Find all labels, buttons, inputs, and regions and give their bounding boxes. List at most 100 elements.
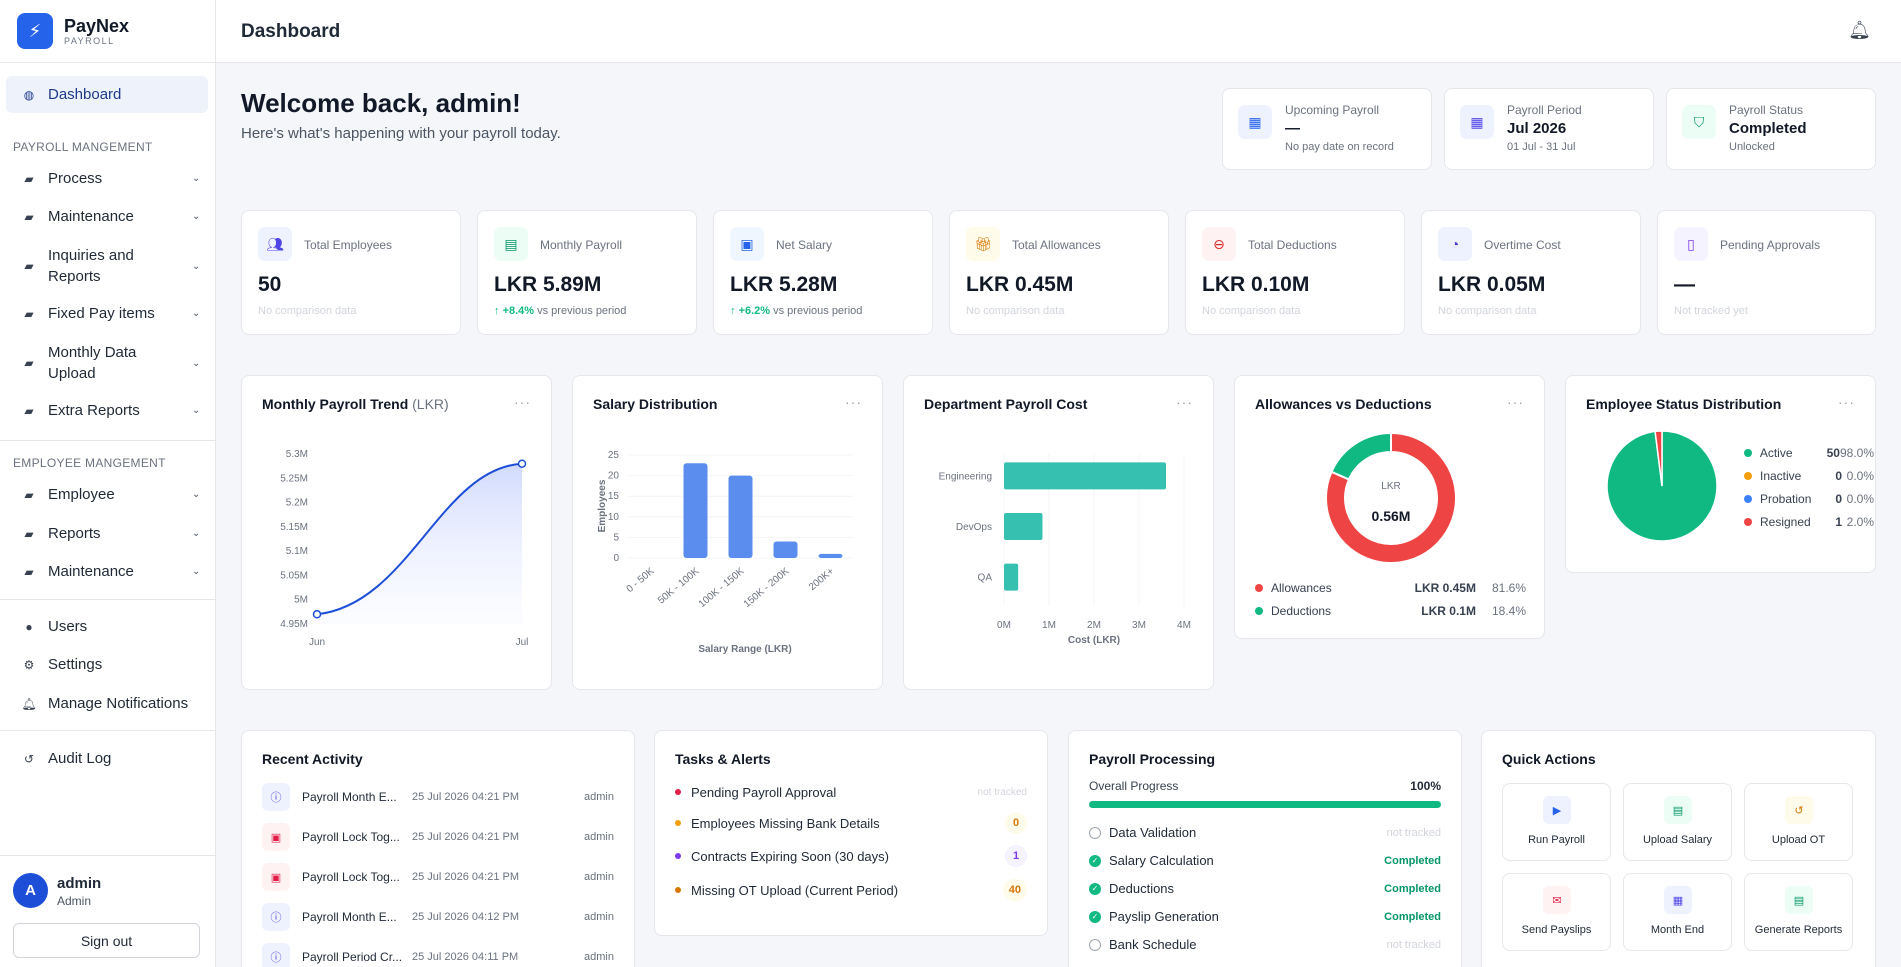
quick-action-label: Send Payslips — [1521, 924, 1592, 936]
folder-icon: ▰ — [24, 306, 34, 321]
notification-bell-icon[interactable]: 🔔︎ — [1848, 20, 1871, 40]
legend-count: 0 — [1835, 469, 1842, 483]
sidebar-item-users[interactable]: ● Users — [22, 616, 202, 637]
y-tick-label: 5.3M — [286, 449, 308, 460]
kpi-total-deductions[interactable]: ⊖ Total Deductions LKR 0.10M No comparis… — [1185, 210, 1405, 335]
kpi-total-allowances[interactable]: 🎁︎ Total Allowances LKR 0.45M No compari… — [949, 210, 1169, 335]
x-axis-label: Salary Range (LKR) — [698, 644, 791, 655]
card-value: — — [1285, 120, 1300, 137]
y-tick-label: 5.1M — [286, 546, 308, 557]
x-tick-label: 150K - 200K — [742, 566, 792, 610]
chart-title-text: Monthly Payroll Trend — [262, 396, 409, 412]
legend-value: LKR 0.1M — [1421, 604, 1476, 618]
sidebar-item-inquiries-reports[interactable]: ▰ Inquiries and Reports ⌄ — [22, 245, 202, 287]
section-title: Recent Activity — [262, 751, 363, 767]
kpi-total-employees[interactable]: 👥︎ Total Employees 50 No comparison data — [241, 210, 461, 335]
activity-row[interactable]: ⓘ Payroll Month E... 25 Jul 2026 04:21 PM a… — [262, 783, 614, 811]
bolt-icon: ⚡ — [17, 13, 53, 49]
kpi-sub: ↑ +6.2% vs previous period — [730, 305, 862, 317]
kpi-sub: No comparison data — [1202, 305, 1301, 317]
sidebar-item-notifications[interactable]: 🔔︎ Manage Notifications — [21, 693, 202, 714]
quick-action-month-end[interactable]: ▦ Month End — [1623, 873, 1732, 951]
sidebar-item-label: Settings — [48, 656, 103, 673]
sidebar-item-employee[interactable]: ▰ Employee ⌄ — [22, 484, 202, 505]
donut-chart: LKR 0.56M — [1325, 431, 1457, 564]
center-label: LKR — [1381, 481, 1400, 492]
quick-action-send-payslips[interactable]: ✉ Send Payslips — [1502, 873, 1611, 951]
users-icon: 👥︎ — [258, 227, 292, 261]
sidebar-item-audit-log[interactable]: ↺ Audit Log — [22, 748, 202, 769]
sidebar-item-maintenance[interactable]: ▰ Maintenance ⌄ — [22, 206, 202, 227]
y-tick-label: DevOps — [956, 522, 992, 533]
chevron-down-icon: ⌄ — [192, 405, 201, 416]
user-role: Admin — [57, 894, 92, 908]
activity-row[interactable]: ▣ Payroll Lock Tog... 25 Jul 2026 04:21 PM… — [262, 863, 614, 891]
task-dot — [675, 853, 681, 859]
kpi-overtime-cost[interactable]: ◔ Overtime Cost LKR 0.05M No comparison … — [1421, 210, 1641, 335]
sidebar-item-reports[interactable]: ▰ Reports ⌄ — [22, 523, 202, 544]
activity-date: 25 Jul 2026 04:12 PM — [412, 911, 520, 923]
legend-count: 50 — [1826, 446, 1840, 460]
kpi-pending-approvals[interactable]: ▯ Pending Approvals — Not tracked yet — [1657, 210, 1876, 335]
activity-row[interactable]: ⓘ Payroll Month E... 25 Jul 2026 04:12 PM a… — [262, 903, 614, 931]
sidebar-item-label: Maintenance — [48, 563, 134, 580]
sidebar-item-dashboard[interactable]: ◍ Dashboard — [6, 76, 208, 113]
payroll-status-card[interactable]: ⛉ Payroll Status Completed Unlocked — [1666, 88, 1876, 170]
upcoming-payroll-card[interactable]: ▦ Upcoming Payroll — No pay date on reco… — [1222, 88, 1432, 170]
more-options-icon[interactable]: ··· — [1176, 394, 1193, 410]
sidebar-item-label: Process — [48, 170, 103, 187]
quick-action-run-payroll[interactable]: ▶ Run Payroll — [1502, 783, 1611, 861]
sidebar-item-label: Extra Reports — [48, 402, 140, 419]
clock-icon: ◔ — [1438, 227, 1472, 261]
sidebar-item-process[interactable]: ▰ Process ⌄ — [22, 168, 202, 189]
kpi-sub: No comparison data — [1438, 305, 1537, 317]
quick-action-upload-salary[interactable]: ▤ Upload Salary — [1623, 783, 1732, 861]
payroll-period-card[interactable]: ▦ Payroll Period Jul 2026 01 Jul - 31 Ju… — [1444, 88, 1654, 170]
avatar[interactable]: A — [13, 873, 48, 908]
sidebar-item-label: Users — [48, 618, 88, 635]
user-name: admin — [57, 875, 102, 892]
more-options-icon[interactable]: ··· — [1838, 394, 1855, 410]
sidebar-item-monthly-upload[interactable]: ▰ Monthly Data Upload ⌄ — [22, 342, 202, 384]
card-value: Jul 2026 — [1507, 120, 1567, 137]
department-payroll-cost-card: Department Payroll Cost ··· 0M 1M 2M 3M 4M En… — [903, 375, 1214, 690]
folder-icon: ▰ — [24, 487, 34, 502]
recent-activity-card: Recent Activity ⓘ Payroll Month E... 25 Ju… — [241, 730, 635, 967]
sidebar-item-emp-maintenance[interactable]: ▰ Maintenance ⌄ — [22, 561, 202, 582]
activity-row[interactable]: ▣ Payroll Lock Tog... 25 Jul 2026 04:21 PM… — [262, 823, 614, 851]
more-options-icon[interactable]: ··· — [845, 394, 862, 410]
pie-slice — [1654, 430, 1663, 487]
tasks-alerts-card: Tasks & Alerts Pending Payroll Approval n… — [654, 730, 1048, 936]
legend-item: Active 50 98.0% — [1744, 446, 1874, 460]
pie-slice — [1325, 431, 1457, 564]
legend-deductions: Deductions LKR 0.1M 18.4% — [1255, 604, 1526, 618]
more-options-icon[interactable]: ··· — [514, 394, 531, 410]
chevron-down-icon: ⌄ — [192, 357, 201, 369]
chart-title: Department Payroll Cost — [924, 396, 1088, 412]
quick-action-upload-ot[interactable]: ↺ Upload OT — [1744, 783, 1853, 861]
sidebar-item-fixed-pay[interactable]: ▰ Fixed Pay items ⌄ — [22, 303, 202, 324]
kpi-monthly-payroll[interactable]: ▤ Monthly Payroll LKR 5.89M ↑ +8.4% vs p… — [477, 210, 697, 335]
chevron-down-icon: ⌄ — [192, 260, 201, 272]
x-tick-label: Jun — [309, 637, 325, 648]
kpi-label: Monthly Payroll — [540, 238, 623, 252]
empty-circle-icon — [1089, 826, 1101, 839]
x-tick-label: 50K - 100K — [656, 566, 702, 607]
task-row[interactable]: Pending Payroll Approval not tracked — [675, 781, 1027, 803]
activity-row[interactable]: ⓘ Payroll Period Cr... 25 Jul 2026 04:11 P… — [262, 943, 614, 967]
more-options-icon[interactable]: ··· — [1507, 394, 1524, 410]
kpi-value: LKR 0.05M — [1438, 273, 1546, 296]
sidebar-item-settings[interactable]: ⚙ Settings — [22, 654, 202, 675]
task-label: Pending Payroll Approval — [691, 784, 837, 800]
task-row[interactable]: Employees Missing Bank Details 0 — [675, 812, 1027, 834]
quick-action-generate-reports[interactable]: ▤ Generate Reports — [1744, 873, 1853, 951]
legend-label: Allowances — [1271, 581, 1332, 595]
sign-out-button[interactable]: Sign out — [13, 923, 200, 958]
kpi-net-salary[interactable]: ▣ Net Salary LKR 5.28M ↑ +6.2% vs previo… — [713, 210, 933, 335]
x-tick-label: 100K - 150K — [697, 566, 747, 610]
task-row[interactable]: Contracts Expiring Soon (30 days) 1 — [675, 845, 1027, 867]
activity-user: admin — [584, 831, 614, 843]
task-row[interactable]: Missing OT Upload (Current Period) 40 — [675, 879, 1027, 901]
sidebar-item-extra-reports[interactable]: ▰ Extra Reports ⌄ — [22, 400, 202, 421]
brand[interactable]: ⚡ PayNex PAYROLL — [0, 0, 215, 63]
